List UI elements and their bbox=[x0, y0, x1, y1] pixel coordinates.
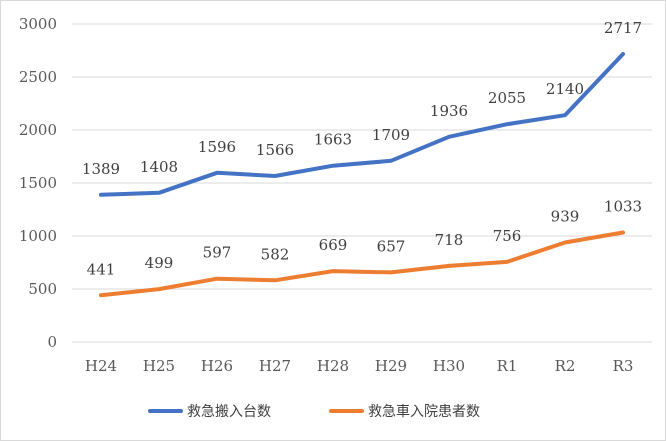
data-label: 756 bbox=[493, 227, 522, 245]
y-tick-label: 1000 bbox=[19, 227, 57, 245]
data-label: 2140 bbox=[546, 80, 584, 98]
data-label: 499 bbox=[145, 254, 174, 272]
legend: 救急搬入台数 救急車入院患者数 bbox=[148, 403, 480, 420]
x-tick-label: H24 bbox=[85, 357, 117, 375]
data-label: 1663 bbox=[314, 131, 352, 149]
data-label: 1033 bbox=[604, 198, 642, 216]
x-tick-label: H27 bbox=[259, 357, 291, 375]
data-label: 2717 bbox=[604, 19, 642, 37]
data-label: 597 bbox=[203, 244, 232, 262]
x-tick-label: H30 bbox=[433, 357, 465, 375]
y-tick-label: 1500 bbox=[19, 174, 57, 192]
x-tick-label: R2 bbox=[555, 357, 576, 375]
x-tick-label: R1 bbox=[497, 357, 518, 375]
x-tick-label: H25 bbox=[143, 357, 175, 375]
series-line-1 bbox=[99, 52, 625, 197]
legend-label-2: 救急車入院患者数 bbox=[368, 403, 480, 420]
x-tick-label: H28 bbox=[317, 357, 349, 375]
data-label: 718 bbox=[435, 231, 464, 249]
x-tick-label: H26 bbox=[201, 357, 233, 375]
gridlines bbox=[72, 23, 652, 343]
data-labels: 1389 1408 1596 1566 1663 1709 1936 2055 2140 2717… bbox=[82, 19, 642, 278]
data-label: 1709 bbox=[372, 126, 410, 144]
x-tick-label: R3 bbox=[613, 357, 634, 375]
series-line-2 bbox=[99, 230, 625, 298]
data-label: 2055 bbox=[488, 89, 526, 107]
y-tick-label: 2000 bbox=[19, 121, 57, 139]
y-tick-label: 500 bbox=[28, 280, 57, 298]
y-tick-label: 0 bbox=[47, 333, 57, 351]
series-lines bbox=[99, 52, 625, 298]
x-tick-label: H29 bbox=[375, 357, 407, 375]
legend-label-1: 救急搬入台数 bbox=[187, 404, 271, 420]
data-label: 1936 bbox=[430, 102, 468, 120]
data-label: 1566 bbox=[256, 141, 294, 159]
y-tick-label: 3000 bbox=[19, 15, 57, 33]
data-label: 669 bbox=[319, 236, 348, 254]
data-label: 657 bbox=[377, 237, 406, 255]
data-label: 441 bbox=[87, 260, 116, 278]
y-axis-ticks: 0 500 1000 1500 2000 2500 3000 bbox=[19, 15, 57, 351]
data-label: 1408 bbox=[140, 158, 178, 176]
data-label: 1389 bbox=[82, 160, 120, 178]
data-label: 582 bbox=[261, 245, 290, 263]
data-label: 939 bbox=[551, 207, 580, 225]
x-axis-ticks: H24 H25 H26 H27 H28 H29 H30 R1 R2 R3 bbox=[85, 357, 634, 375]
y-tick-label: 2500 bbox=[19, 68, 57, 86]
data-label: 1596 bbox=[198, 138, 236, 156]
